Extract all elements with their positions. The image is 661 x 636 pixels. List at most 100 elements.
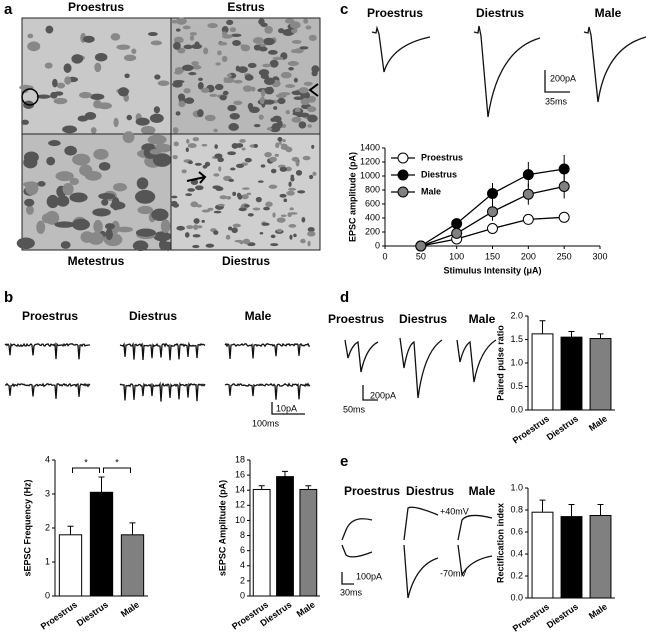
cell bbox=[116, 44, 131, 50]
trace-label: Diestrus bbox=[129, 309, 177, 323]
cell bbox=[264, 151, 272, 158]
cell bbox=[221, 55, 228, 63]
cell bbox=[101, 199, 109, 206]
y-tick-label: 1400 bbox=[360, 142, 380, 152]
cell bbox=[209, 93, 218, 97]
cell bbox=[173, 80, 185, 84]
cell bbox=[202, 164, 208, 169]
trace-label: Proestrus bbox=[328, 312, 384, 326]
cell bbox=[198, 77, 203, 81]
cell bbox=[62, 125, 78, 134]
scale-label: 10pA bbox=[276, 403, 297, 413]
cell bbox=[105, 228, 113, 241]
cell bbox=[226, 73, 232, 78]
cell bbox=[191, 43, 203, 49]
panel-label: d bbox=[340, 289, 349, 306]
trace-label: Male bbox=[469, 484, 496, 498]
y-tick-label: 6 bbox=[240, 545, 245, 555]
y-tick-label: 2.0 bbox=[510, 310, 523, 320]
cell bbox=[113, 182, 128, 192]
y-tick-label: 0 bbox=[375, 240, 380, 250]
cell bbox=[98, 192, 116, 200]
y-tick-label: 12 bbox=[235, 500, 245, 510]
cell bbox=[275, 142, 280, 149]
y-tick-label: 400 bbox=[365, 212, 380, 222]
marker bbox=[186, 171, 207, 184]
cell bbox=[259, 232, 264, 235]
error-bar bbox=[597, 333, 604, 339]
cell bbox=[173, 36, 184, 44]
cell bbox=[56, 82, 66, 89]
cell bbox=[201, 209, 211, 213]
y-tick-label: 14 bbox=[235, 485, 245, 495]
cell bbox=[307, 227, 315, 232]
cell bbox=[218, 41, 228, 46]
cell bbox=[244, 157, 252, 163]
cell bbox=[266, 127, 273, 131]
cell bbox=[24, 198, 35, 207]
x-tick-label: Male bbox=[587, 413, 609, 433]
cell bbox=[79, 91, 92, 99]
cell bbox=[90, 127, 97, 134]
trace bbox=[399, 337, 443, 399]
cell bbox=[189, 32, 197, 36]
marker bbox=[558, 181, 570, 192]
cell bbox=[94, 62, 102, 73]
cell bbox=[221, 34, 233, 39]
x-tick-label: 150 bbox=[485, 251, 500, 261]
y-tick-label: 0.6 bbox=[510, 526, 523, 536]
trace bbox=[457, 514, 493, 578]
legend-marker bbox=[397, 152, 409, 164]
cell bbox=[205, 243, 215, 248]
cell bbox=[272, 212, 276, 218]
cell bbox=[288, 187, 297, 191]
cell bbox=[60, 241, 71, 249]
cell bbox=[276, 120, 283, 128]
cell bbox=[289, 207, 294, 211]
x-tick-label: Diestrus bbox=[545, 413, 580, 442]
y-tick-label: 1200 bbox=[360, 156, 380, 166]
cell bbox=[263, 37, 275, 46]
cell bbox=[46, 156, 56, 166]
scale-label: 100ms bbox=[252, 418, 280, 428]
cell bbox=[241, 147, 246, 151]
cell bbox=[64, 145, 77, 156]
cell bbox=[135, 117, 150, 126]
marker bbox=[558, 211, 570, 223]
cell bbox=[110, 33, 121, 41]
cell bbox=[135, 189, 156, 204]
bar bbox=[589, 515, 612, 599]
error-bar bbox=[568, 331, 575, 338]
cell bbox=[192, 137, 200, 142]
cell bbox=[204, 114, 216, 122]
cell bbox=[173, 41, 181, 50]
marker bbox=[451, 218, 463, 230]
cell bbox=[171, 195, 178, 199]
cell bbox=[214, 144, 218, 149]
cell bbox=[298, 87, 309, 94]
cell bbox=[272, 56, 284, 61]
cell bbox=[244, 74, 254, 81]
cell bbox=[260, 73, 269, 80]
cell bbox=[309, 174, 314, 180]
cell bbox=[124, 73, 130, 79]
cell bbox=[301, 216, 306, 223]
cell bbox=[94, 52, 108, 62]
y-tick-label: 1 bbox=[45, 556, 50, 566]
cell bbox=[92, 208, 111, 217]
legend-label: Diestrus bbox=[421, 169, 457, 179]
cell bbox=[123, 54, 137, 62]
scale-label: 35ms bbox=[545, 96, 568, 106]
cell bbox=[53, 97, 68, 105]
cell bbox=[228, 123, 239, 131]
error-bar bbox=[129, 522, 136, 535]
cell bbox=[303, 81, 313, 86]
y-axis-label: Rectification index bbox=[495, 503, 505, 583]
marker bbox=[487, 206, 498, 218]
cell bbox=[274, 153, 279, 157]
cell bbox=[283, 198, 288, 203]
y-axis-label: sEPSC Amplitude (pA) bbox=[217, 480, 227, 576]
cell bbox=[137, 205, 154, 215]
cell bbox=[23, 181, 39, 188]
error-bar bbox=[568, 504, 575, 517]
